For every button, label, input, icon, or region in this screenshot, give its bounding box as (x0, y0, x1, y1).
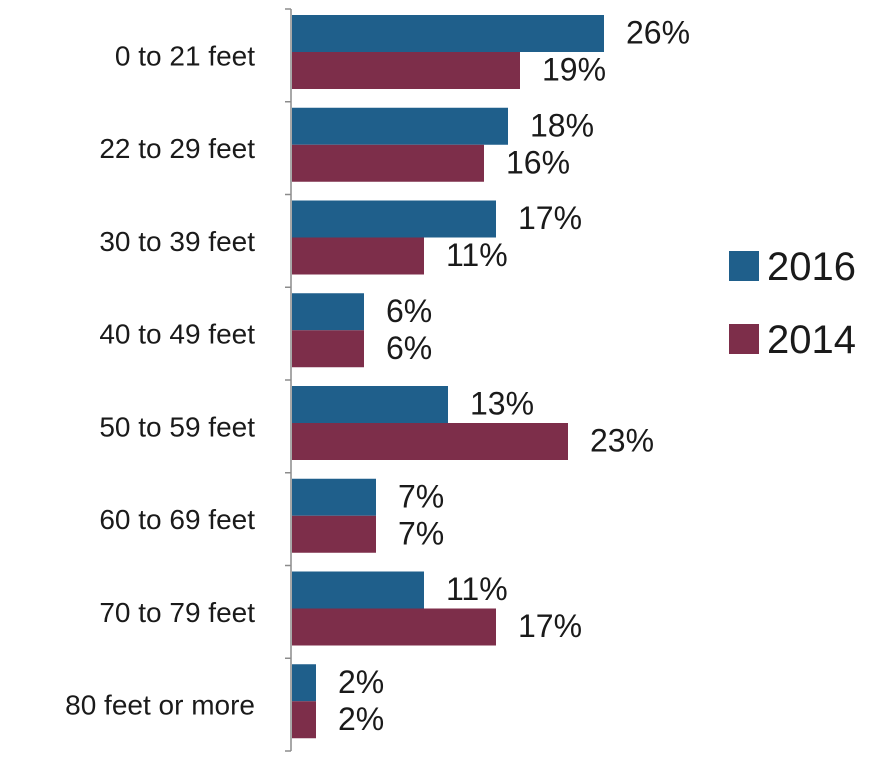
data-label-2014: 19% (542, 52, 606, 88)
category-label: 22 to 29 feet (99, 133, 255, 164)
data-label-2014: 6% (386, 330, 432, 366)
legend: 2016 2014 (729, 245, 856, 362)
bar-2014-4 (292, 330, 364, 368)
bar-2016-4 (292, 293, 364, 331)
bar-2014-8 (292, 701, 316, 739)
data-label-2014: 23% (590, 423, 654, 459)
data-label-2014: 2% (338, 701, 384, 737)
bar-2014-3 (292, 237, 424, 275)
bar-2016-5 (292, 386, 448, 423)
bar-2014-6 (292, 515, 376, 553)
category-label: 0 to 21 feet (115, 40, 255, 71)
data-label-2016: 26% (626, 15, 690, 51)
bar-2016-6 (292, 478, 376, 516)
category-label: 50 to 59 feet (99, 411, 255, 442)
bar-2014-2 (292, 144, 484, 182)
data-label-2016: 7% (398, 478, 444, 514)
data-label-2016: 6% (386, 293, 432, 329)
data-label-2016: 18% (530, 107, 594, 143)
bars (292, 15, 604, 739)
data-label-2016: 2% (338, 664, 384, 700)
bar-2016-3 (292, 200, 496, 238)
data-label-2014: 7% (398, 515, 444, 551)
bar-2014-1 (292, 52, 520, 89)
value-labels: 26%19%18%16%17%11%6%6%13%23%7%7%11%17%2%… (338, 15, 690, 737)
bar-2014-7 (292, 608, 496, 646)
legend-swatch-2016 (729, 251, 759, 281)
data-label-2014: 16% (506, 144, 570, 180)
bar-2016-2 (292, 107, 508, 145)
legend-swatch-2014 (729, 324, 759, 354)
category-label: 80 feet or more (65, 690, 255, 721)
category-label: 40 to 49 feet (99, 319, 255, 350)
data-label-2014: 11% (446, 237, 508, 273)
y-axis (285, 8, 292, 752)
bar-2016-1 (292, 15, 604, 52)
data-label-2016: 17% (518, 200, 582, 236)
legend-label-2014: 2014 (767, 318, 856, 362)
data-label-2014: 17% (518, 608, 582, 644)
bar-2016-7 (292, 571, 424, 609)
data-label-2016: 11% (446, 571, 508, 607)
category-label: 70 to 79 feet (99, 597, 255, 628)
bar-2014-5 (292, 423, 568, 460)
data-label-2016: 13% (470, 386, 534, 422)
category-label: 60 to 69 feet (99, 504, 255, 535)
category-labels: 0 to 21 feet 22 to 29 feet 30 to 39 feet 40… (65, 40, 255, 720)
legend-label-2016: 2016 (767, 245, 856, 289)
category-label: 30 to 39 feet (99, 226, 255, 257)
bar-2016-8 (292, 664, 316, 702)
